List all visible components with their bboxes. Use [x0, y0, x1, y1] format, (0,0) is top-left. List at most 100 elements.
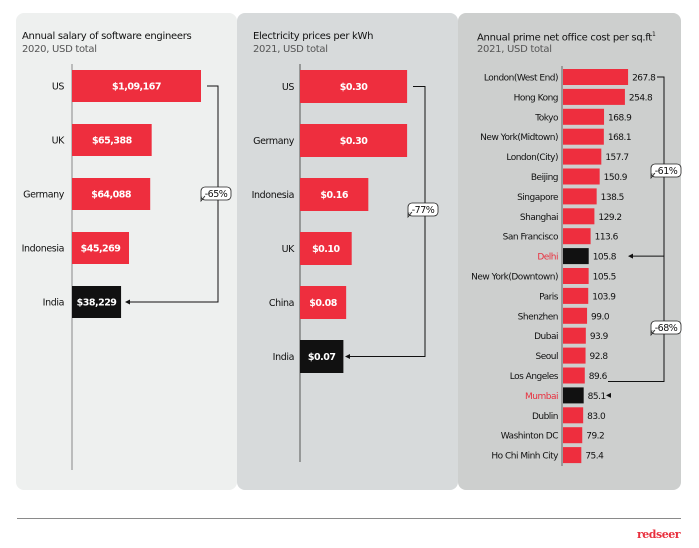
electricity-value-label: $0.30 [340, 82, 368, 93]
salary-value-label: $65,388 [92, 136, 133, 147]
office-chart-footnote-mark: 1 [651, 31, 656, 38]
office-mumbai-change-callout-bubble [650, 320, 682, 337]
office-bar-london-city- [563, 148, 602, 165]
office-category-label: New York(Downtown) [471, 273, 558, 283]
office-bar-los-angeles [563, 367, 585, 384]
office-bar-shenzhen [563, 307, 588, 324]
salary-chart-subtitle: 2020, USD total [22, 44, 97, 55]
office-bar-san-francisco [563, 228, 591, 245]
salary-bar-indonesia [72, 232, 130, 264]
salary-category-label: Indonesia [22, 244, 64, 255]
office-value-label: 105.8 [593, 253, 617, 263]
office-bar-paris [563, 287, 589, 304]
office-category-label: London(City) [506, 153, 558, 163]
office-bar-new-york-midtown- [563, 128, 604, 145]
electricity-bracket-line [350, 86, 426, 357]
electricity-change-callout-bubble [407, 202, 439, 219]
office-value-label: 168.9 [608, 113, 632, 123]
office-category-label: Washinton DC [501, 432, 558, 442]
office-category-label: Shenzhen [518, 312, 558, 322]
office-bar-delhi [563, 248, 589, 265]
office-bar-hong-kong [563, 88, 625, 105]
electricity-bar-china [300, 286, 347, 319]
electricity-category-label: UK [282, 244, 296, 255]
electricity-value-label: $0.08 [309, 298, 337, 309]
office-category-label: Dubai [534, 332, 558, 342]
electricity-chart-subtitle: 2021, USD total [253, 44, 328, 55]
office-value-label: 157.7 [605, 153, 628, 163]
office-category-label: London(West End) [484, 74, 558, 84]
footer-divider [17, 518, 681, 519]
office-delhi-change-callout-bubble [650, 163, 682, 180]
office-delhi-change-callout-label: -61% [655, 166, 678, 177]
office-value-label: 83.0 [587, 412, 606, 422]
office-value-label: 138.5 [601, 193, 624, 203]
office-bar-singapore [563, 188, 597, 205]
electricity-category-label: Indonesia [252, 190, 294, 201]
office-value-label: 92.8 [590, 352, 609, 362]
office-value-label: 113.6 [595, 233, 619, 243]
office-category-label: Los Angeles [510, 372, 559, 382]
electricity-value-label: $0.10 [312, 244, 340, 255]
salary-category-label: Germany [23, 190, 65, 201]
office-category-label: Tokyo [534, 113, 559, 123]
electricity-category-label: India [273, 352, 294, 363]
office-value-label: 89.6 [589, 372, 608, 382]
office-category-label: Seoul [536, 352, 558, 362]
office-bar-london-west-end- [563, 69, 629, 85]
office-value-label: 79.2 [586, 432, 604, 442]
office-value-label: 99.0 [591, 312, 610, 322]
office-chart-title: Annual prime net office cost per sq.ft1 [477, 31, 656, 44]
office-bracket-line [608, 76, 665, 382]
office-value-label: 129.2 [598, 213, 621, 223]
office-chart-title-text: Annual prime net office cost per sq.ft [477, 32, 652, 44]
salary-chart-title: Annual salary of software engineers [22, 31, 192, 42]
salary-arrow-icon [125, 299, 130, 305]
salary-value-label: $38,229 [77, 298, 117, 309]
office-bar-seoul [563, 347, 586, 364]
office-bar-mumbai [563, 387, 584, 404]
salary-bar-germany [72, 178, 151, 210]
office-category-label: San Francisco [503, 233, 559, 243]
office-value-label: 105.5 [593, 273, 616, 283]
office-mumbai-change-callout-label: -68% [655, 323, 678, 334]
office-value-label: 150.9 [604, 173, 628, 183]
salary-change-callout-bubble [200, 186, 232, 203]
salary-change-callout-label: -65% [205, 189, 228, 200]
office-bar-new-york-downtown- [563, 268, 589, 284]
office-value-label: 254.8 [629, 93, 653, 103]
office-category-label: Mumbai [525, 392, 558, 402]
office-value-label: 93.9 [590, 332, 609, 342]
office-bar-tokyo [563, 108, 605, 125]
office-value-label: 168.1 [608, 133, 631, 143]
salary-value-label: $64,088 [91, 190, 132, 201]
office-delhi-arrow-icon [628, 253, 633, 259]
electricity-category-label: Germany [253, 136, 295, 147]
office-category-label: Delhi [537, 253, 558, 263]
office-value-label: 267.8 [632, 74, 656, 84]
office-bar-beijing [563, 168, 600, 185]
electricity-category-label: US [282, 82, 295, 93]
salary-value-label: $45,269 [81, 244, 121, 255]
electricity-bar-india [300, 340, 344, 373]
office-value-label: 75.4 [585, 452, 604, 462]
electricity-category-label: China [269, 298, 294, 309]
electricity-value-label: $0.07 [308, 352, 336, 363]
salary-category-label: India [43, 298, 64, 309]
salary-bar-uk [72, 124, 152, 156]
office-category-label: Singapore [517, 193, 559, 203]
redseer-logo: redseer [637, 528, 680, 541]
office-category-label: Dublin [532, 412, 558, 422]
office-value-label: 103.9 [592, 292, 616, 302]
salary-category-label: US [52, 82, 65, 93]
office-mumbai-arrow-icon [606, 392, 611, 398]
office-category-label: Ho Chi Minh City [491, 452, 559, 462]
electricity-value-label: $0.30 [340, 136, 368, 147]
salary-value-label: $1,09,167 [112, 82, 161, 93]
office-category-label: Paris [539, 292, 559, 302]
office-category-label: Hong Kong [514, 93, 558, 103]
office-value-label: 85.1 [588, 392, 606, 402]
electricity-bar-us [300, 70, 408, 103]
electricity-chart-title: Electricity prices per kWh [253, 31, 374, 42]
